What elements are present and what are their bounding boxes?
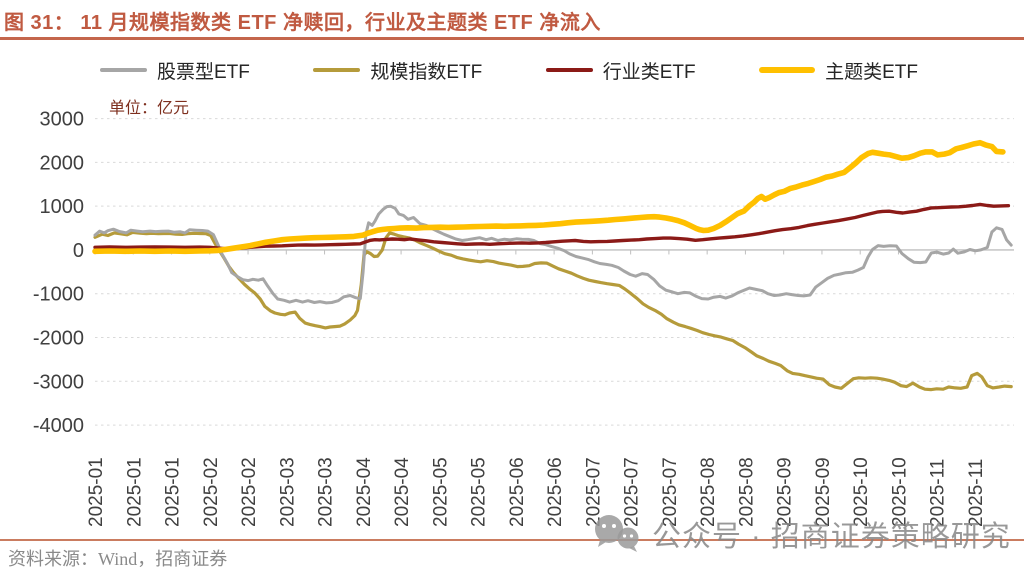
title-divider	[0, 37, 1024, 40]
legend-item-scale-index-etf: 规模指数ETF	[313, 57, 482, 84]
x-axis-tick-label: 2025-05	[430, 457, 451, 527]
x-axis-tick-label: 2025-10	[851, 457, 872, 527]
watermark-text: 公众号 · 招商证券策略研究	[652, 521, 1011, 553]
x-axis-tick-label: 2025-01	[86, 457, 107, 527]
x-axis-tick-label: 2025-03	[316, 457, 337, 527]
y-axis-tick-label: -2000	[33, 328, 84, 350]
y-axis-tick-label: -3000	[33, 371, 84, 393]
legend-label: 行业类ETF	[602, 61, 696, 83]
legend-item-sector-etf: 行业类ETF	[545, 57, 696, 84]
x-axis-tick-label: 2025-07	[660, 457, 681, 527]
y-axis-tick-label: -4000	[33, 415, 84, 437]
series-line-行业类ETF	[93, 202, 1011, 251]
x-axis-tick-label: 2025-04	[354, 457, 375, 527]
line-swatch-icon	[759, 67, 816, 73]
x-axis-tick-label: 2025-06	[545, 457, 566, 527]
x-axis-tick-label: 2025-07	[622, 457, 643, 527]
series-line-主题类ETF	[92, 139, 1006, 255]
x-axis-tick-label: 2025-01	[124, 457, 145, 527]
x-axis-tick-label: 2025-01	[163, 457, 184, 527]
y-axis-tick-label: 2000	[40, 152, 85, 174]
y-axis-tick-label: 0	[73, 240, 84, 262]
x-axis-tick-label: 2025-03	[277, 457, 298, 527]
legend-item-theme-etf: 主题类ETF	[759, 57, 918, 84]
source-note: 资料来源：Wind，招商证券	[8, 549, 228, 569]
legend-label: 股票型ETF	[157, 61, 250, 83]
y-axis-tick-label: 3000	[40, 109, 85, 131]
y-axis-tick-label: -1000	[33, 284, 84, 306]
line-swatch-icon	[545, 68, 593, 72]
legend-item-stock-etf: 股票型ETF	[100, 57, 250, 84]
figure-title: 图 31： 11 月规模指数类 ETF 净赎回，行业及主题类 ETF 净流入	[4, 12, 601, 34]
wechat-icon	[595, 515, 639, 552]
y-axis-tick-label: 1000	[40, 196, 85, 218]
x-axis-tick-label: 2025-02	[201, 457, 222, 527]
legend-label: 规模指数ETF	[370, 61, 483, 83]
legend-label: 主题类ETF	[825, 61, 918, 83]
x-axis-tick-label: 2025-07	[583, 457, 604, 527]
line-swatch-icon	[313, 68, 361, 72]
x-axis-tick-label: 2025-11	[928, 459, 949, 527]
chart-legend: 股票型ETF 规模指数ETF 行业类ETF 主题类ETF	[100, 56, 918, 84]
line-swatch-icon	[100, 68, 147, 72]
x-axis-tick-label: 2025-05	[469, 457, 490, 527]
series-line-规模指数ETF	[93, 230, 1013, 392]
footer-divider	[0, 539, 1024, 541]
x-axis-tick-label: 2025-09	[775, 457, 796, 527]
series-line-股票型ETF	[93, 204, 1013, 305]
x-axis-tick-label: 2025-06	[507, 457, 528, 527]
x-axis-tick-label: 2025-08	[736, 457, 757, 527]
axis-unit-label: 单位：亿元	[109, 100, 190, 117]
x-axis-tick-label: 2025-08	[698, 457, 719, 527]
x-axis-tick-label: 2025-10	[890, 457, 911, 527]
x-axis-tick-label: 2025-04	[392, 457, 413, 527]
watermark: 公众号 · 招商证券策略研究	[590, 513, 1011, 555]
x-axis-tick-label: 2025-11	[966, 459, 987, 527]
x-axis-tick-label: 2025-09	[813, 457, 834, 527]
x-axis-tick-label: 2025-02	[239, 457, 260, 527]
